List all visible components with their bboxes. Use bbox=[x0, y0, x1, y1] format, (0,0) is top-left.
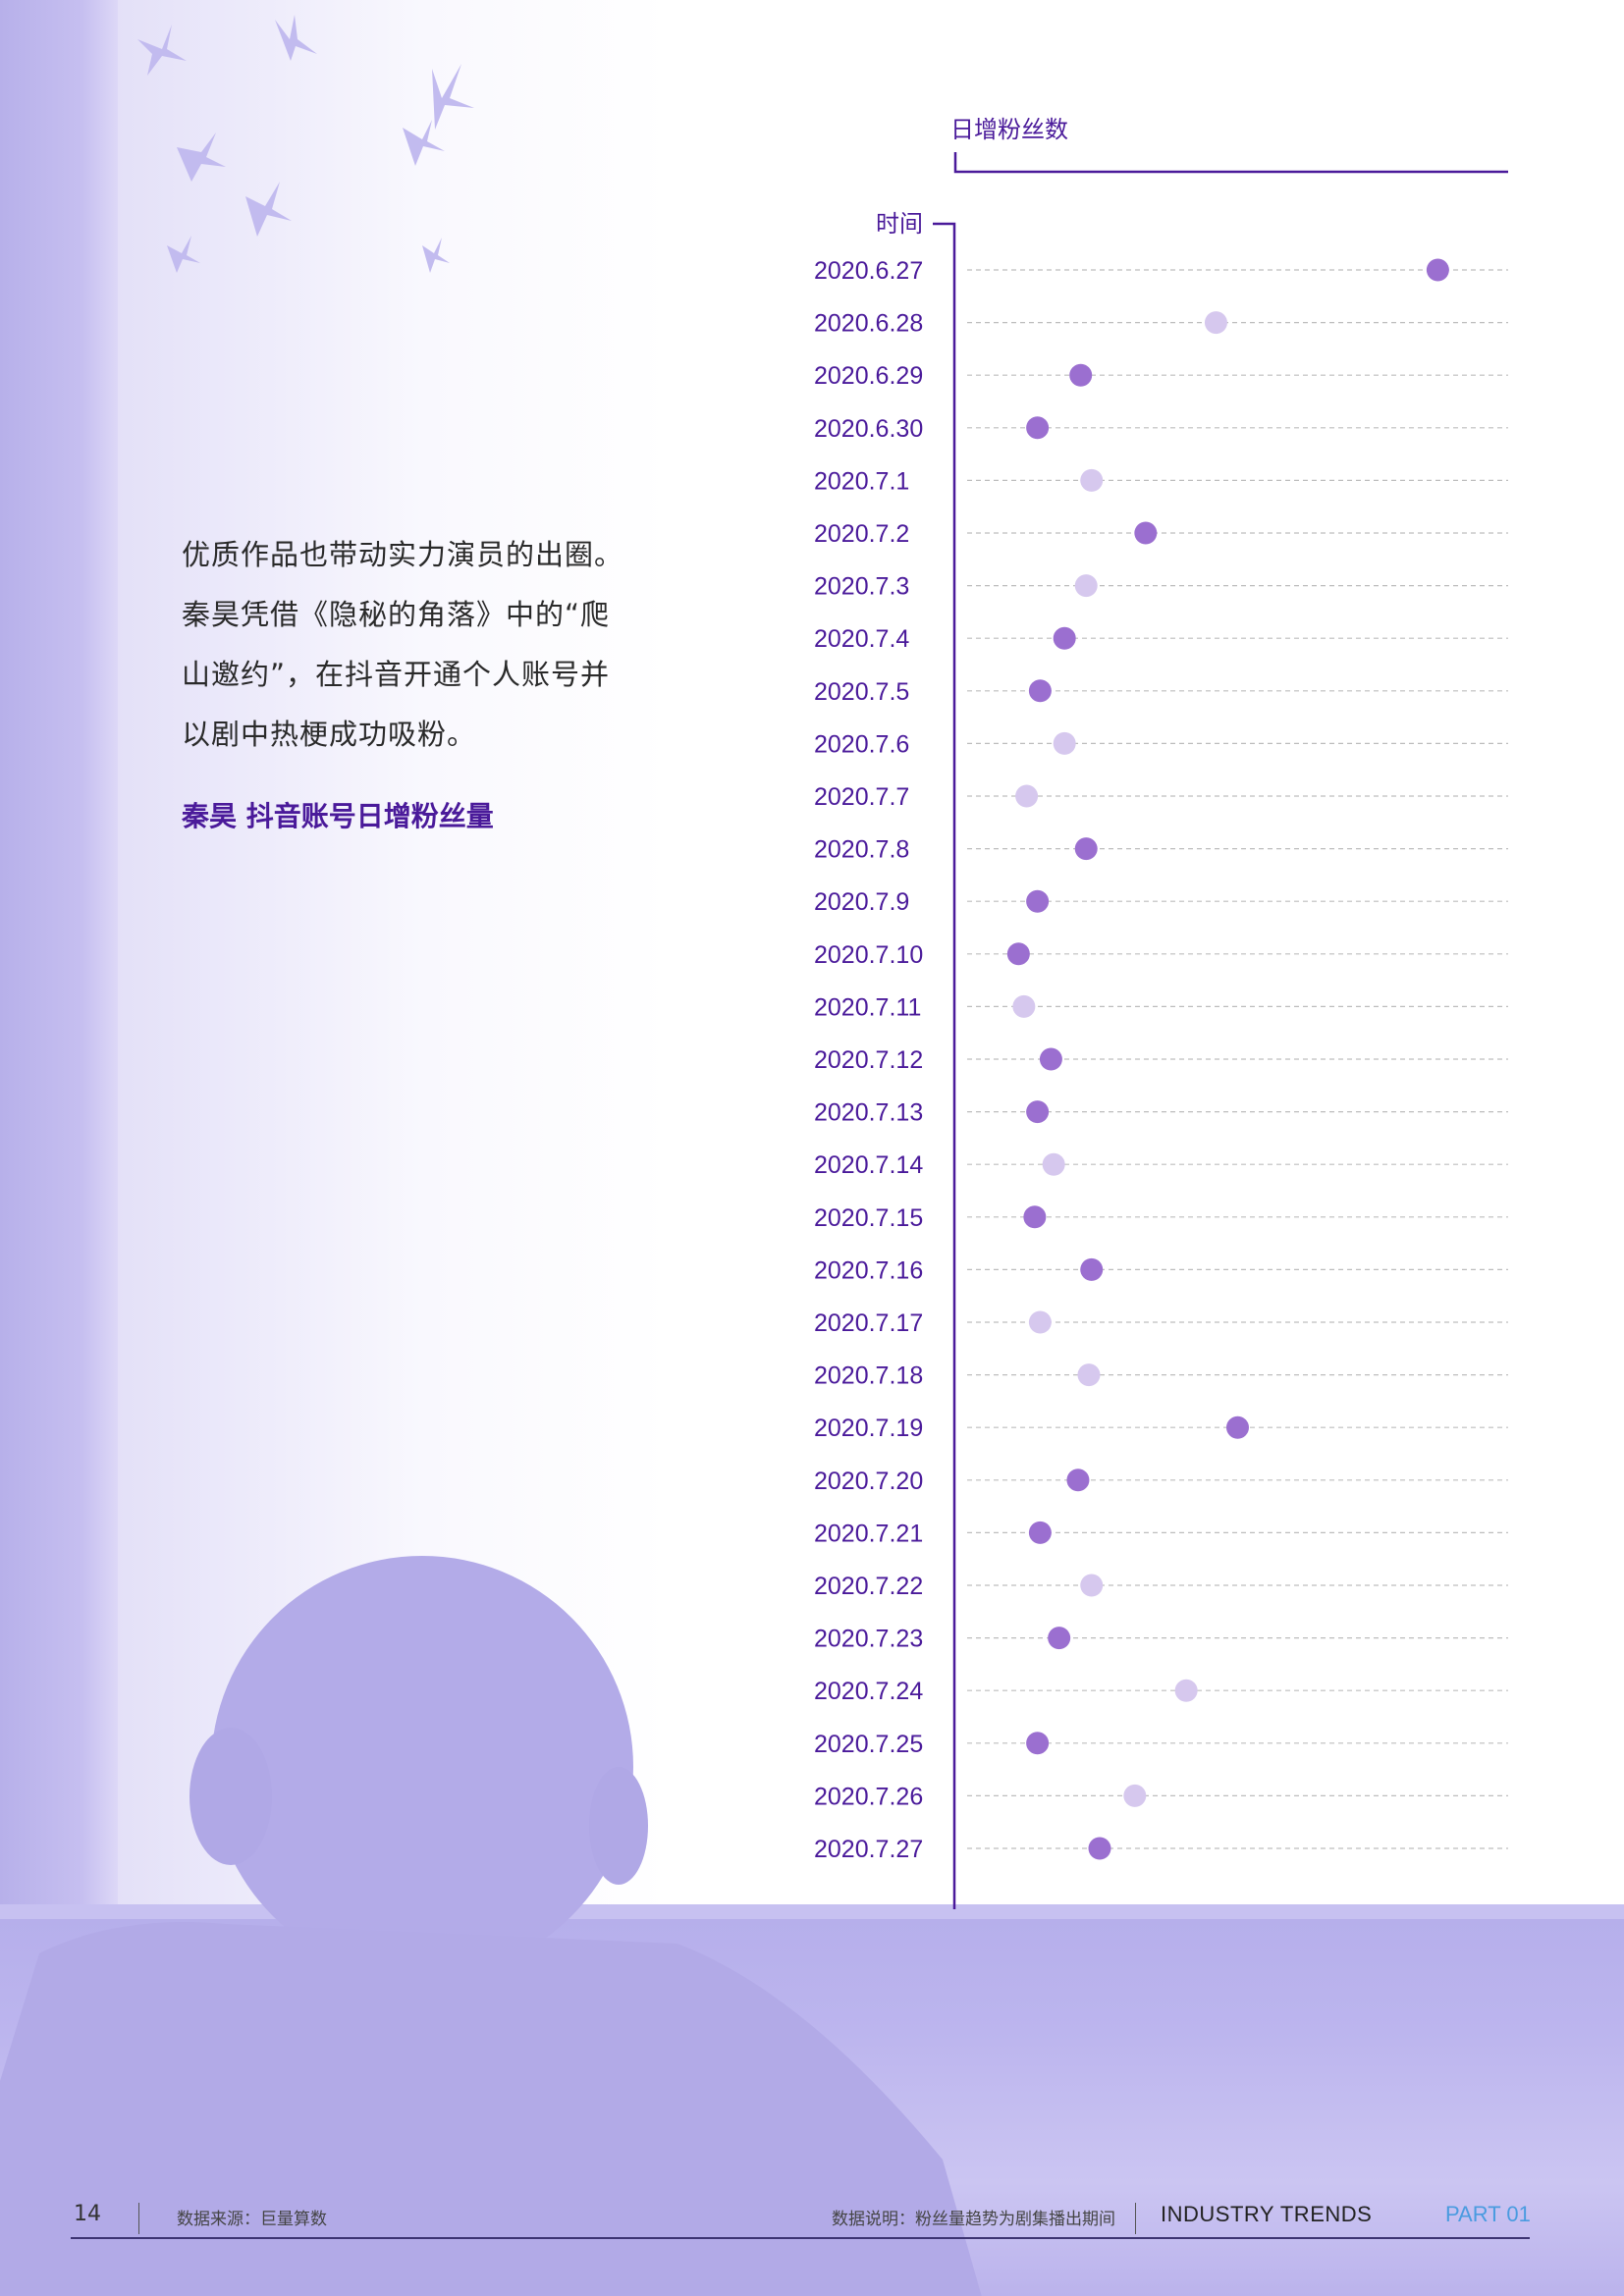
category-label: 2020.7.12 bbox=[814, 1046, 923, 1074]
data-point bbox=[1069, 363, 1093, 387]
x-axis-title: 日增粉丝数 bbox=[950, 116, 1068, 143]
category-label: 2020.7.17 bbox=[814, 1309, 923, 1337]
data-point bbox=[1023, 1205, 1047, 1229]
data-point bbox=[1053, 626, 1076, 650]
section-title: INDUSTRY TRENDS bbox=[1161, 2202, 1373, 2226]
data-point bbox=[1048, 1627, 1071, 1650]
category-label: 2020.7.18 bbox=[814, 1362, 923, 1390]
category-label: 2020.6.28 bbox=[814, 310, 923, 338]
intro-line: 以剧中热梗成功吸粉。 bbox=[182, 718, 477, 751]
category-label: 2020.7.21 bbox=[814, 1520, 923, 1547]
category-label: 2020.7.14 bbox=[814, 1151, 923, 1179]
category-label: 2020.7.11 bbox=[814, 993, 921, 1021]
footer-divider bbox=[138, 2203, 139, 2234]
data-point bbox=[1088, 1837, 1111, 1860]
chart-gridlines bbox=[967, 269, 1508, 1849]
data-point bbox=[1028, 679, 1052, 703]
chart-category-labels: 2020.6.27 2020.6.28 2020.6.29 2020.6.30 2020… bbox=[814, 257, 923, 1863]
data-point bbox=[1026, 889, 1050, 913]
intro-paragraph: 优质作品也带动实力演员的出圈。 秦昊凭借《隐秘的角落》中的“爬 山邀约”，在抖音… bbox=[182, 525, 692, 765]
intro-line: 优质作品也带动实力演员的出圈。 bbox=[182, 538, 624, 571]
data-point bbox=[1015, 784, 1039, 808]
data-point bbox=[1174, 1679, 1198, 1702]
chart-dots bbox=[1006, 258, 1449, 1860]
intro-line: 山邀约”，在抖音开通个人账号并 bbox=[182, 658, 611, 691]
intro-line: 秦昊凭借《隐秘的角落》中的“爬 bbox=[182, 598, 611, 631]
category-label: 2020.7.24 bbox=[814, 1678, 923, 1705]
category-label: 2020.7.2 bbox=[814, 520, 909, 548]
data-point bbox=[1039, 1047, 1062, 1071]
category-label: 2020.7.6 bbox=[814, 730, 909, 758]
data-point bbox=[1080, 468, 1104, 492]
data-point bbox=[1012, 994, 1036, 1018]
data-point bbox=[1204, 311, 1227, 335]
y-axis-title: 时间 bbox=[876, 210, 923, 238]
chart-heading: 秦昊 抖音账号日增粉丝量 bbox=[182, 800, 494, 832]
data-source-note: 数据来源：巨量算数 bbox=[177, 2210, 327, 2229]
category-label: 2020.7.5 bbox=[814, 678, 909, 706]
category-label: 2020.7.13 bbox=[814, 1099, 923, 1127]
y-axis-line bbox=[933, 222, 956, 1909]
data-point bbox=[1028, 1521, 1052, 1544]
birds-decoration bbox=[137, 15, 474, 273]
footer-divider bbox=[1135, 2203, 1136, 2234]
data-point bbox=[1074, 837, 1098, 861]
category-label: 2020.7.7 bbox=[814, 783, 909, 811]
category-label: 2020.6.30 bbox=[814, 415, 923, 443]
data-point bbox=[1026, 1100, 1050, 1124]
category-label: 2020.7.19 bbox=[814, 1415, 923, 1442]
category-label: 2020.7.8 bbox=[814, 836, 909, 864]
category-label: 2020.7.16 bbox=[814, 1256, 923, 1284]
data-point bbox=[1080, 1257, 1104, 1281]
data-point bbox=[1226, 1415, 1249, 1439]
data-point bbox=[1123, 1784, 1147, 1807]
category-label: 2020.6.27 bbox=[814, 257, 923, 285]
data-point bbox=[1074, 574, 1098, 598]
data-point bbox=[1053, 731, 1076, 755]
category-label: 2020.7.23 bbox=[814, 1626, 923, 1653]
category-label: 2020.7.27 bbox=[814, 1836, 923, 1863]
data-point bbox=[1028, 1310, 1052, 1334]
data-point bbox=[1026, 1732, 1050, 1755]
category-label: 2020.7.3 bbox=[814, 573, 909, 601]
x-axis-line bbox=[953, 152, 1508, 174]
data-point bbox=[1077, 1363, 1101, 1387]
page-number: 14 bbox=[74, 2202, 101, 2226]
data-point bbox=[1066, 1468, 1090, 1492]
footer-rule bbox=[71, 2237, 1530, 2239]
data-point bbox=[1080, 1574, 1104, 1597]
part-label: PART 01 bbox=[1445, 2202, 1531, 2226]
category-label: 2020.7.4 bbox=[814, 625, 909, 653]
category-label: 2020.7.25 bbox=[814, 1731, 923, 1758]
data-point bbox=[1026, 416, 1050, 440]
child-silhouette-image bbox=[0, 1556, 982, 2296]
category-label: 2020.6.29 bbox=[814, 362, 923, 390]
data-explanation-note: 数据说明：粉丝量趋势为剧集播出期间 bbox=[832, 2210, 1115, 2229]
category-label: 2020.7.26 bbox=[814, 1783, 923, 1810]
category-label: 2020.7.20 bbox=[814, 1468, 923, 1495]
data-point bbox=[1042, 1152, 1065, 1176]
data-point bbox=[1426, 258, 1449, 282]
data-point bbox=[1134, 521, 1158, 545]
category-label: 2020.7.15 bbox=[814, 1204, 923, 1232]
category-label: 2020.7.10 bbox=[814, 941, 923, 969]
category-label: 2020.7.1 bbox=[814, 467, 909, 495]
category-label: 2020.7.22 bbox=[814, 1573, 923, 1600]
category-label: 2020.7.9 bbox=[814, 888, 909, 916]
data-point bbox=[1006, 942, 1030, 966]
